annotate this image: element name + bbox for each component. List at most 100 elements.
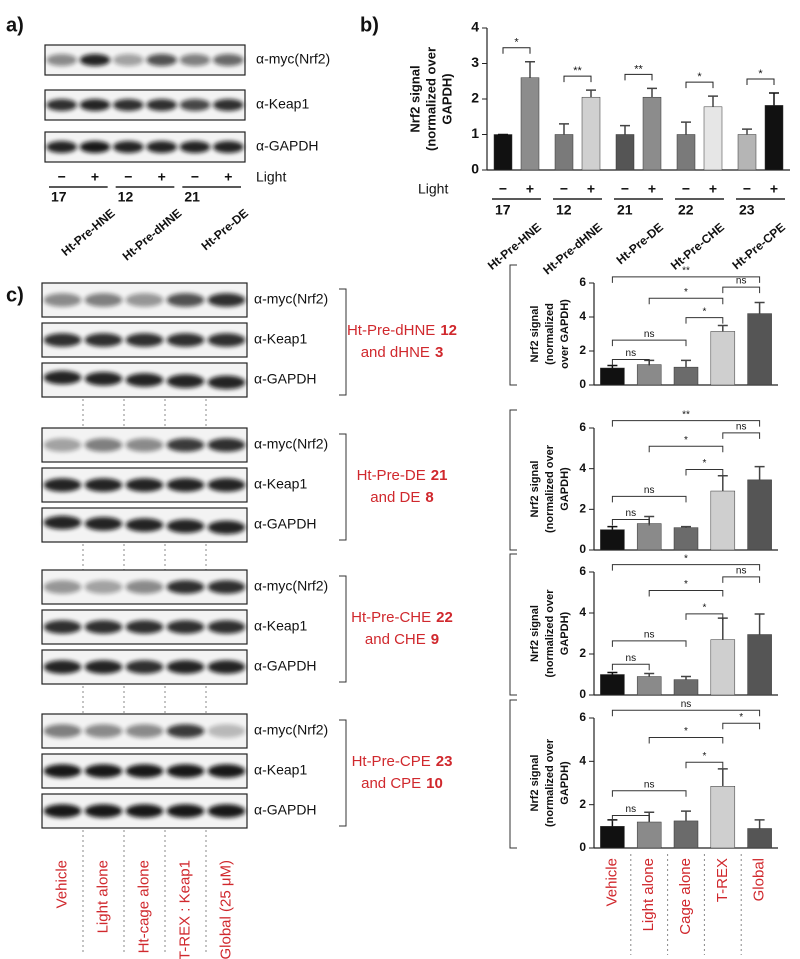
band	[43, 333, 82, 347]
band	[179, 141, 211, 153]
bar	[710, 490, 736, 551]
band	[207, 724, 246, 738]
row-label: α-GAPDH	[254, 371, 317, 387]
band	[207, 764, 246, 778]
group-number: 22	[678, 202, 694, 218]
compound: and dHNE	[361, 344, 430, 361]
band	[46, 54, 77, 66]
x-tick-label: −	[560, 181, 568, 197]
band	[213, 141, 244, 153]
y-tick-label: 6	[579, 710, 586, 724]
number: 10	[426, 775, 443, 792]
compound: and DE	[370, 489, 420, 506]
sig-label: ns	[736, 276, 747, 287]
y-axis-label: Nrf2 signal	[529, 605, 541, 662]
group-name: Ht-Pre-DE	[614, 220, 666, 267]
error-bar	[681, 675, 691, 680]
band	[112, 141, 144, 153]
sig-label: ns	[681, 699, 692, 710]
bar	[615, 134, 635, 171]
y-tick-label: 0	[579, 687, 586, 701]
group-name: Ht-Pre-DE	[199, 206, 251, 253]
sig-bracket	[685, 761, 724, 769]
band	[84, 580, 123, 594]
x-tick-label: T-REX	[714, 858, 731, 902]
band	[166, 620, 205, 634]
sig-bracket	[611, 790, 687, 797]
blot-title: Ht-Pre-CHE 22	[351, 609, 453, 626]
sig-label: *	[684, 726, 688, 737]
sig-bracket	[648, 297, 724, 305]
band	[84, 804, 123, 818]
x-axis-label: Light	[418, 181, 448, 197]
band	[43, 620, 82, 634]
sig-label: **	[682, 266, 690, 277]
sig-bracket	[611, 276, 761, 283]
bar	[673, 679, 699, 696]
band	[179, 54, 211, 66]
band	[84, 724, 123, 738]
x-tick-label: +	[648, 181, 656, 197]
sig-label: *	[702, 306, 706, 317]
bar	[636, 676, 662, 696]
row-label: α-Keap1	[254, 331, 307, 347]
error-bar	[754, 465, 765, 480]
error-bar	[644, 672, 655, 677]
band	[207, 660, 246, 674]
band	[125, 660, 164, 674]
band	[146, 141, 178, 153]
band	[43, 724, 82, 738]
sig-bracket	[611, 420, 761, 427]
x-tick-label: −	[682, 181, 690, 197]
bar	[673, 527, 699, 551]
number: 3	[435, 344, 443, 361]
sig-label: *	[684, 579, 688, 590]
bar	[764, 105, 784, 171]
error-bar	[754, 301, 765, 314]
blot-title: Ht-Pre-DE 21	[357, 467, 448, 484]
blot	[44, 44, 246, 76]
bar	[703, 106, 723, 171]
band	[166, 293, 205, 307]
band	[207, 438, 246, 452]
lane-label: −	[124, 169, 132, 185]
error-bar	[647, 87, 657, 98]
y-tick-label: 4	[471, 19, 479, 35]
bar	[581, 96, 601, 171]
y-axis-label: Nrf2 signal	[529, 306, 541, 363]
group-bracket	[509, 264, 517, 386]
bar	[676, 134, 696, 171]
y-axis-label: (normalized over	[544, 738, 556, 827]
band	[207, 580, 246, 594]
band	[207, 375, 246, 390]
sig-bracket	[722, 722, 761, 730]
blot-title: Ht-Pre-dHNE 12	[347, 322, 457, 339]
x-tick-label: +	[587, 181, 595, 197]
band	[125, 518, 164, 532]
name: Ht-Pre-dHNE	[347, 322, 435, 339]
name: Ht-Pre-CPE	[352, 753, 431, 770]
row-label: α-myc(Nrf2)	[254, 291, 328, 307]
group-number: 23	[739, 202, 755, 218]
error-bar	[681, 359, 691, 368]
band	[43, 515, 82, 530]
band	[207, 478, 246, 492]
y-axis-label: (normalized over	[423, 47, 438, 151]
group-number: 17	[495, 202, 511, 218]
error-bar	[681, 810, 691, 821]
band	[146, 99, 178, 111]
blot-title: and DE 8	[370, 489, 433, 506]
x-tick-label: −	[743, 181, 751, 197]
sig-bracket	[611, 815, 650, 822]
y-tick-label: 3	[471, 54, 479, 70]
band	[43, 804, 82, 818]
blot-title: and CHE 9	[365, 631, 439, 648]
sig-bracket	[685, 317, 724, 324]
row-label: α-myc(Nrf2)	[256, 51, 330, 67]
sig-bracket	[611, 663, 650, 671]
band	[43, 580, 82, 594]
bar	[636, 821, 662, 849]
x-tick-label: Light alone	[640, 858, 657, 931]
group-name: Ht-Pre-HNE	[59, 206, 118, 259]
row-label: α-Keap1	[254, 762, 307, 778]
